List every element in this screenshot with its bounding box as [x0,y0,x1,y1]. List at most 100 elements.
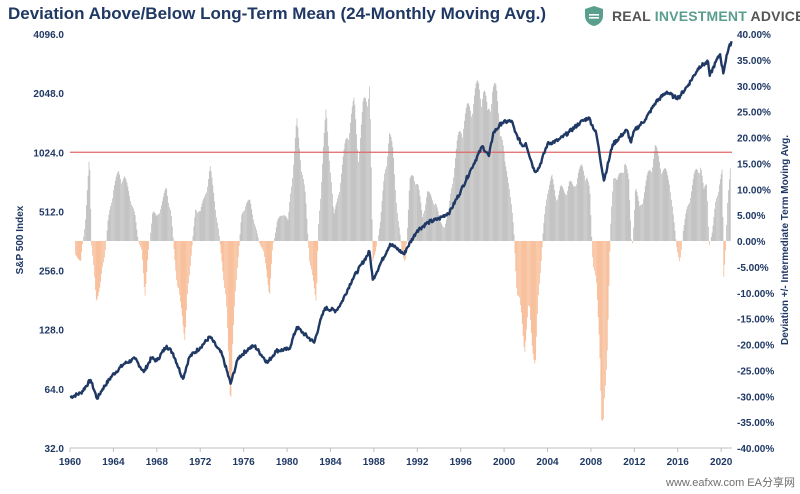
deviation-bar [540,241,542,261]
deviation-bar [142,241,143,261]
deviation-bar [173,241,175,250]
deviation-bar [340,182,341,241]
right-tick-label: 0.00% [737,237,765,248]
deviation-bar [493,83,495,241]
deviation-bar [515,241,517,272]
deviation-bar [105,240,107,241]
deviation-bar [126,182,128,241]
deviation-bar [458,132,460,241]
deviation-bar [593,241,594,268]
deviation-bar [569,180,571,241]
deviation-bar [162,196,164,241]
right-tick-label: 40.00% [737,30,771,41]
deviation-bar [348,139,349,241]
deviation-bar [326,117,328,241]
deviation-bar [558,190,560,241]
deviation-bar [518,241,519,297]
deviation-bar [219,241,221,245]
brand-logo: REAL INVESTMENT ADVICE [583,4,800,28]
deviation-bar [203,198,205,241]
deviation-bar [324,120,326,241]
deviation-bar [301,171,302,241]
x-tick-label: 1988 [363,457,386,468]
deviation-bar [208,171,210,241]
deviation-bar [313,241,314,282]
deviation-bar [499,125,500,241]
deviation-bar [97,241,99,296]
deviation-bar [682,230,684,241]
deviation-bar [308,241,310,249]
deviation-bar [181,241,183,317]
deviation-bar [729,168,731,241]
deviation-bar [450,193,452,241]
right-tick-label: 20.00% [737,134,771,145]
deviation-bar [505,166,507,241]
deviation-bar [106,230,108,241]
deviation-bar [672,214,674,241]
deviation-bar [387,156,388,241]
deviation-bar [345,139,347,241]
deviation-bar [587,181,589,241]
deviation-bar [237,241,239,258]
deviation-bar [395,190,396,241]
deviation-bar [644,192,645,241]
deviation-bar [313,241,315,289]
deviation-bar [483,90,485,241]
deviation-bar [398,227,400,241]
deviation-bar [154,212,156,241]
deviation-bar [653,151,655,241]
deviation-bar [621,172,622,241]
deviation-bar [91,241,92,246]
deviation-bar [287,220,289,241]
deviation-bar [284,215,285,241]
deviation-bar [666,171,668,241]
deviation-bar [464,120,465,241]
deviation-bar [179,241,180,295]
deviation-bar [705,184,707,241]
deviation-bar [116,173,118,241]
deviation-bar [526,241,527,330]
deviation-bar [361,112,363,241]
deviation-bar [694,171,696,241]
deviation-bar [333,213,335,241]
deviation-bar [520,241,521,306]
deviation-bar [363,98,365,241]
deviation-bar [394,174,395,241]
deviation-bar [372,241,374,262]
deviation-bar [525,241,527,342]
deviation-bar [281,215,282,241]
x-tick-label: 2000 [493,457,516,468]
deviation-bar [320,198,321,241]
x-tick-label: 1964 [102,457,125,468]
deviation-bar [592,241,594,258]
deviation-bar [453,177,454,241]
deviation-bar [132,206,133,241]
deviation-bar [597,241,599,318]
deviation-bar [648,170,650,241]
deviation-bar [242,212,244,241]
deviation-bar [228,241,230,374]
deviation-bar [531,241,533,346]
deviation-bar [492,86,494,241]
deviation-bar [222,241,224,272]
deviation-bar [396,202,397,241]
deviation-bar [256,229,257,241]
deviation-bar [89,169,91,241]
deviation-bar [539,241,540,285]
deviation-bar [267,241,269,285]
deviation-bar [553,184,555,241]
deviation-bar [124,177,126,241]
deviation-bar [373,241,375,258]
deviation-bar [174,241,176,261]
deviation-bar [513,234,515,241]
deviation-bar [78,241,80,260]
deviation-bar [550,176,552,241]
deviation-bar [158,213,159,241]
deviation-bar [714,208,716,241]
deviation-bar [496,90,498,242]
deviation-bar [517,241,518,296]
deviation-bar [678,241,679,258]
deviation-bar [137,236,139,241]
deviation-bar [252,214,253,241]
deviation-bar [635,188,637,241]
